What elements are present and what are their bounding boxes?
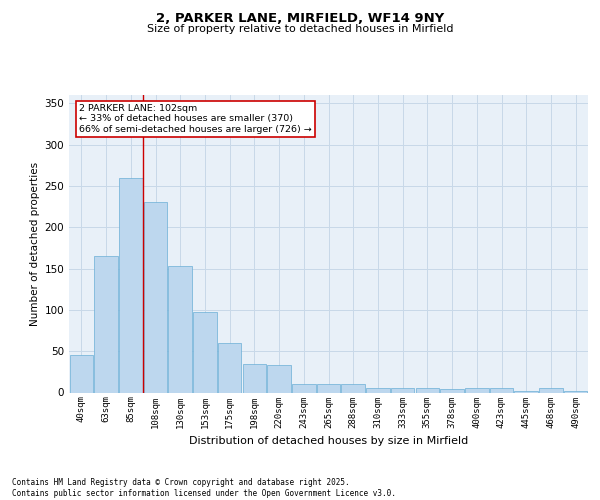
Bar bbox=[539, 388, 563, 392]
Text: Contains HM Land Registry data © Crown copyright and database right 2025.
Contai: Contains HM Land Registry data © Crown c… bbox=[12, 478, 396, 498]
Bar bbox=[193, 312, 217, 392]
Bar bbox=[119, 178, 143, 392]
Y-axis label: Number of detached properties: Number of detached properties bbox=[30, 162, 40, 326]
Text: 2 PARKER LANE: 102sqm
← 33% of detached houses are smaller (370)
66% of semi-det: 2 PARKER LANE: 102sqm ← 33% of detached … bbox=[79, 104, 312, 134]
Bar bbox=[416, 388, 439, 392]
Bar bbox=[341, 384, 365, 392]
Bar bbox=[564, 391, 587, 392]
X-axis label: Distribution of detached houses by size in Mirfield: Distribution of detached houses by size … bbox=[189, 436, 468, 446]
Bar bbox=[70, 356, 93, 393]
Bar bbox=[94, 256, 118, 392]
Bar bbox=[317, 384, 340, 392]
Bar bbox=[218, 343, 241, 392]
Bar bbox=[514, 391, 538, 392]
Bar bbox=[490, 388, 513, 392]
Bar bbox=[242, 364, 266, 392]
Bar bbox=[465, 388, 488, 392]
Bar bbox=[440, 389, 464, 392]
Bar bbox=[268, 365, 291, 392]
Text: Size of property relative to detached houses in Mirfield: Size of property relative to detached ho… bbox=[147, 24, 453, 34]
Bar bbox=[144, 202, 167, 392]
Text: 2, PARKER LANE, MIRFIELD, WF14 9NY: 2, PARKER LANE, MIRFIELD, WF14 9NY bbox=[156, 12, 444, 26]
Bar bbox=[366, 388, 389, 392]
Bar bbox=[391, 388, 415, 392]
Bar bbox=[169, 266, 192, 392]
Bar bbox=[292, 384, 316, 392]
